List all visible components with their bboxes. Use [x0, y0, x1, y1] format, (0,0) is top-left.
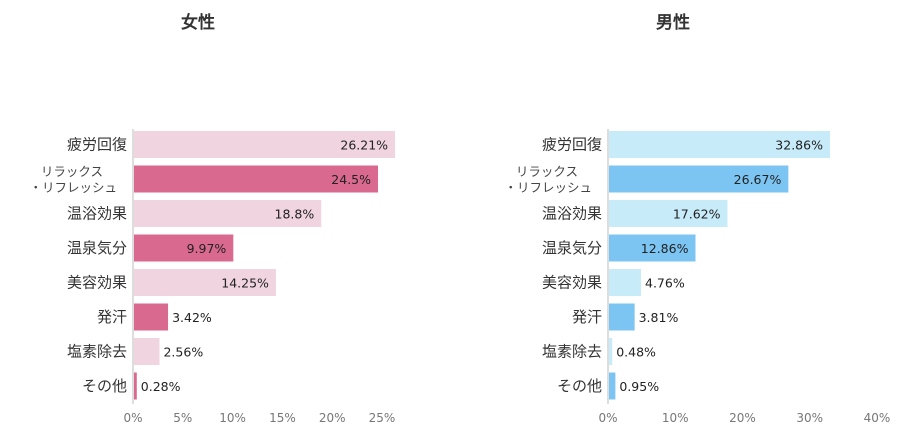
male-bar — [609, 303, 635, 331]
female-category-label: 美容効果 — [67, 274, 127, 292]
male-x-tick-label: 10% — [662, 411, 689, 425]
male-category-label: 温浴効果 — [542, 205, 602, 223]
female-category-label: 温浴効果 — [67, 205, 127, 223]
female-category-label: その他 — [82, 377, 127, 395]
male-category-label: その他 — [557, 377, 602, 395]
male-x-tick-label: 40% — [864, 411, 891, 425]
male-bar — [609, 165, 789, 193]
male-value-label: 0.95% — [619, 379, 659, 394]
male-value-label: 32.86% — [775, 138, 823, 153]
female-bar — [134, 372, 137, 400]
female-value-label: 26.21% — [340, 138, 388, 153]
female-bar — [134, 131, 396, 158]
female-x-tick-label: 10% — [219, 411, 246, 425]
female-category-label: 疲労回復 — [67, 136, 127, 154]
male-value-label: 4.76% — [645, 276, 685, 291]
female-x-tick-label: 25% — [369, 411, 396, 425]
male-category-label: ・リフレッシュ — [504, 180, 592, 195]
male-category-label: 疲労回復 — [542, 136, 602, 154]
male-bar — [609, 372, 616, 400]
male-value-label: 17.62% — [673, 207, 721, 222]
male-value-label: 26.67% — [734, 172, 782, 187]
female-category-label: 塩素除去 — [67, 343, 127, 361]
male-bar — [609, 200, 728, 227]
male-bar — [609, 269, 642, 296]
male-category-label: 塩素除去 — [542, 343, 602, 361]
female-x-tick-label: 0% — [123, 411, 142, 425]
male-x-tick-label: 0% — [598, 411, 617, 425]
female-value-label: 9.97% — [187, 241, 227, 256]
female-bar — [134, 165, 379, 193]
female-category-label: 温泉気分 — [67, 239, 127, 257]
female-value-label: 3.42% — [172, 310, 212, 325]
female-bar — [134, 200, 322, 227]
male-category-label: 温泉気分 — [542, 239, 602, 257]
female-bar — [134, 234, 234, 262]
male-bar — [609, 234, 696, 262]
female-value-label: 18.8% — [275, 207, 315, 222]
female-category-label: 発汗 — [97, 308, 127, 326]
female-value-label: 24.5% — [331, 172, 371, 187]
male-bar — [609, 338, 613, 365]
female-value-label: 14.25% — [221, 276, 269, 291]
male-value-label: 3.81% — [639, 310, 679, 325]
female-category-label: リラックス — [41, 164, 103, 179]
female-bar — [134, 338, 160, 365]
male-value-label: 0.48% — [616, 345, 656, 360]
male-bar — [609, 131, 830, 158]
female-category-label: ・リフレッシュ — [29, 180, 117, 195]
male-category-label: 美容効果 — [542, 274, 602, 292]
male-category-label: リラックス — [516, 164, 578, 179]
female-x-tick-label: 20% — [319, 411, 346, 425]
male-category-label: 発汗 — [572, 308, 602, 326]
female-value-label: 2.56% — [163, 345, 203, 360]
female-value-label: 0.28% — [141, 379, 181, 394]
female-chart-title: 女性 — [181, 13, 215, 33]
female-bar — [134, 303, 169, 331]
male-x-tick-label: 20% — [729, 411, 756, 425]
male-chart-title: 男性 — [656, 13, 690, 33]
male-x-tick-label: 30% — [796, 411, 823, 425]
male-value-label: 12.86% — [641, 241, 689, 256]
female-x-tick-label: 5% — [173, 411, 192, 425]
female-x-tick-label: 15% — [269, 411, 296, 425]
female-bar — [134, 269, 276, 296]
